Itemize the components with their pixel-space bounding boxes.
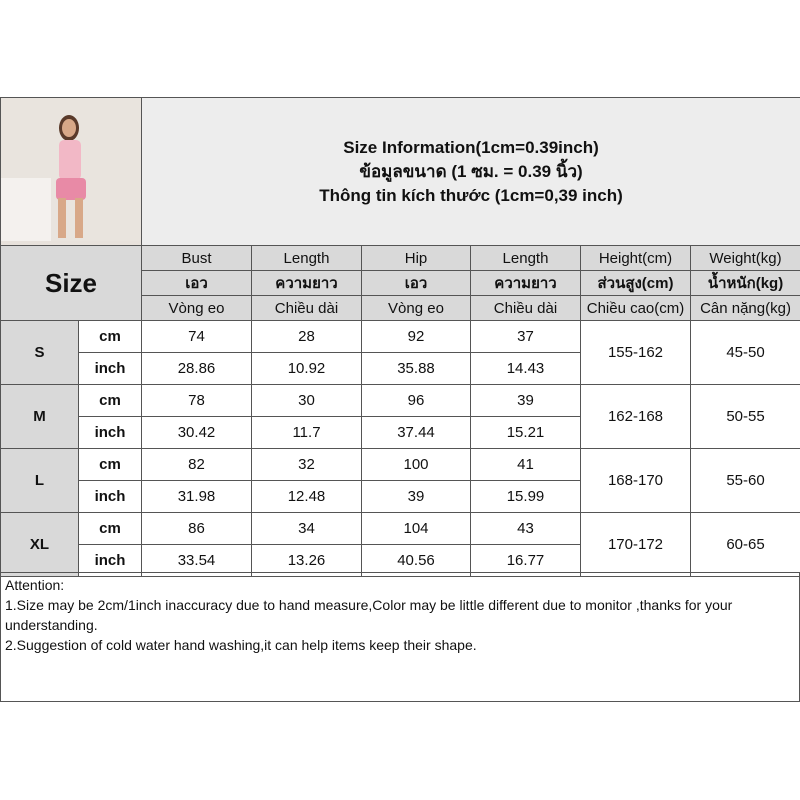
measure-cell: 32 [251,448,362,481]
header-cell: Chiều cao(cm) [580,295,691,321]
unit-cell: cm [78,512,142,545]
height-cell: 170-172 [580,512,691,577]
header-cell: Length [470,245,581,271]
title-vietnamese: Thông tin kích thước (1cm=0,39 inch) [319,185,623,205]
measure-cell: 12.48 [251,480,362,513]
header-cell: เอว [361,270,471,296]
measure-cell: 82 [141,448,252,481]
measure-cell: 33.54 [141,544,252,577]
attention-heading: Attention: [5,577,65,593]
unit-cell: inch [78,416,142,449]
measure-cell: 35.88 [361,352,471,385]
measure-cell: 104 [361,512,471,545]
header-cell: เอว [141,270,252,296]
measure-cell: 40.56 [361,544,471,577]
measure-cell: 15.99 [470,480,581,513]
header-cell: Chiều dài [470,295,581,321]
unit-cell: inch [78,480,142,513]
table-row: inch 28.86 10.92 35.88 14.43 [1,352,800,385]
header-cell: Length [251,245,362,271]
measure-cell: 11.7 [251,416,362,449]
measure-cell: 13.26 [251,544,362,577]
size-cell: M [0,384,79,449]
measure-cell: 74 [141,320,252,353]
header-cell: Bust [141,245,252,271]
table-row: inch 30.42 11.7 37.44 15.21 [1,416,800,449]
measure-cell: 16.77 [470,544,581,577]
measure-cell: 96 [361,384,471,417]
unit-cell: cm [78,384,142,417]
measure-cell: 28 [251,320,362,353]
unit-cell: cm [78,320,142,353]
header-cell: Cân nặng(kg) [689,295,800,321]
measure-cell: 37.44 [361,416,471,449]
measure-cell: 41 [470,448,581,481]
measure-cell: 30 [251,384,362,417]
table-row: XL cm 86 34 104 43 170-172 60-65 [0,512,800,577]
measure-cell: 15.21 [470,416,581,449]
header-cell: ส่วนสูง(cm) [580,270,691,296]
size-cell: S [0,320,79,385]
title-thai: ข้อมูลขนาด (1 ซม. = 0.39 นิ้ว) [359,161,583,181]
product-photo [0,97,142,246]
unit-cell: inch [78,352,142,385]
weight-cell: 60-65 [689,512,800,577]
header-cell: ความยาว [470,270,581,296]
attention-note-1: 1.Size may be 2cm/1inch inaccuracy due t… [5,597,733,633]
header-cell: Vòng eo [141,295,252,321]
height-cell: 155-162 [580,320,691,385]
measure-cell: 28.86 [141,352,252,385]
height-cell: 168-170 [580,448,691,513]
header-cell: ความยาว [251,270,362,296]
measure-cell: 43 [470,512,581,545]
table-row: inch 33.54 13.26 40.56 16.77 [1,544,800,577]
measure-cell: 10.92 [251,352,362,385]
weight-cell: 45-50 [689,320,800,385]
unit-cell: inch [78,544,142,577]
chart-title: Size Information(1cm=0.39inch) ข้อมูลขนา… [140,97,800,246]
model-image [1,98,141,241]
weight-cell: 55-60 [689,448,800,513]
measure-cell: 39 [470,384,581,417]
header-cell: Weight(kg) [689,245,800,271]
measure-cell: 78 [141,384,252,417]
size-cell: XL [0,512,79,577]
measure-cell: 31.98 [141,480,252,513]
size-cell: L [0,448,79,513]
height-cell: 162-168 [580,384,691,449]
measure-cell: 92 [361,320,471,353]
size-header: Size [0,245,142,321]
header-cell: น้ำหนัก(kg) [689,270,800,296]
attention-notes: Attention: 1.Size may be 2cm/1inch inacc… [0,572,800,702]
measure-cell: 37 [470,320,581,353]
measure-cell: 86 [141,512,252,545]
header-cell: Hip [361,245,471,271]
title-english: Size Information(1cm=0.39inch) [343,137,599,157]
measure-cell: 39 [361,480,471,513]
measure-cell: 30.42 [141,416,252,449]
header-cell: Height(cm) [580,245,691,271]
measure-cell: 14.43 [470,352,581,385]
header-cell: Chiều dài [251,295,362,321]
measure-cell: 34 [251,512,362,545]
size-chart-table: Size Information(1cm=0.39inch) ข้อมูลขนา… [0,97,800,577]
weight-cell: 50-55 [689,384,800,449]
header-cell: Vòng eo [361,295,471,321]
unit-cell: cm [78,448,142,481]
attention-note-2: 2.Suggestion of cold water hand washing,… [5,637,477,653]
measure-cell: 100 [361,448,471,481]
